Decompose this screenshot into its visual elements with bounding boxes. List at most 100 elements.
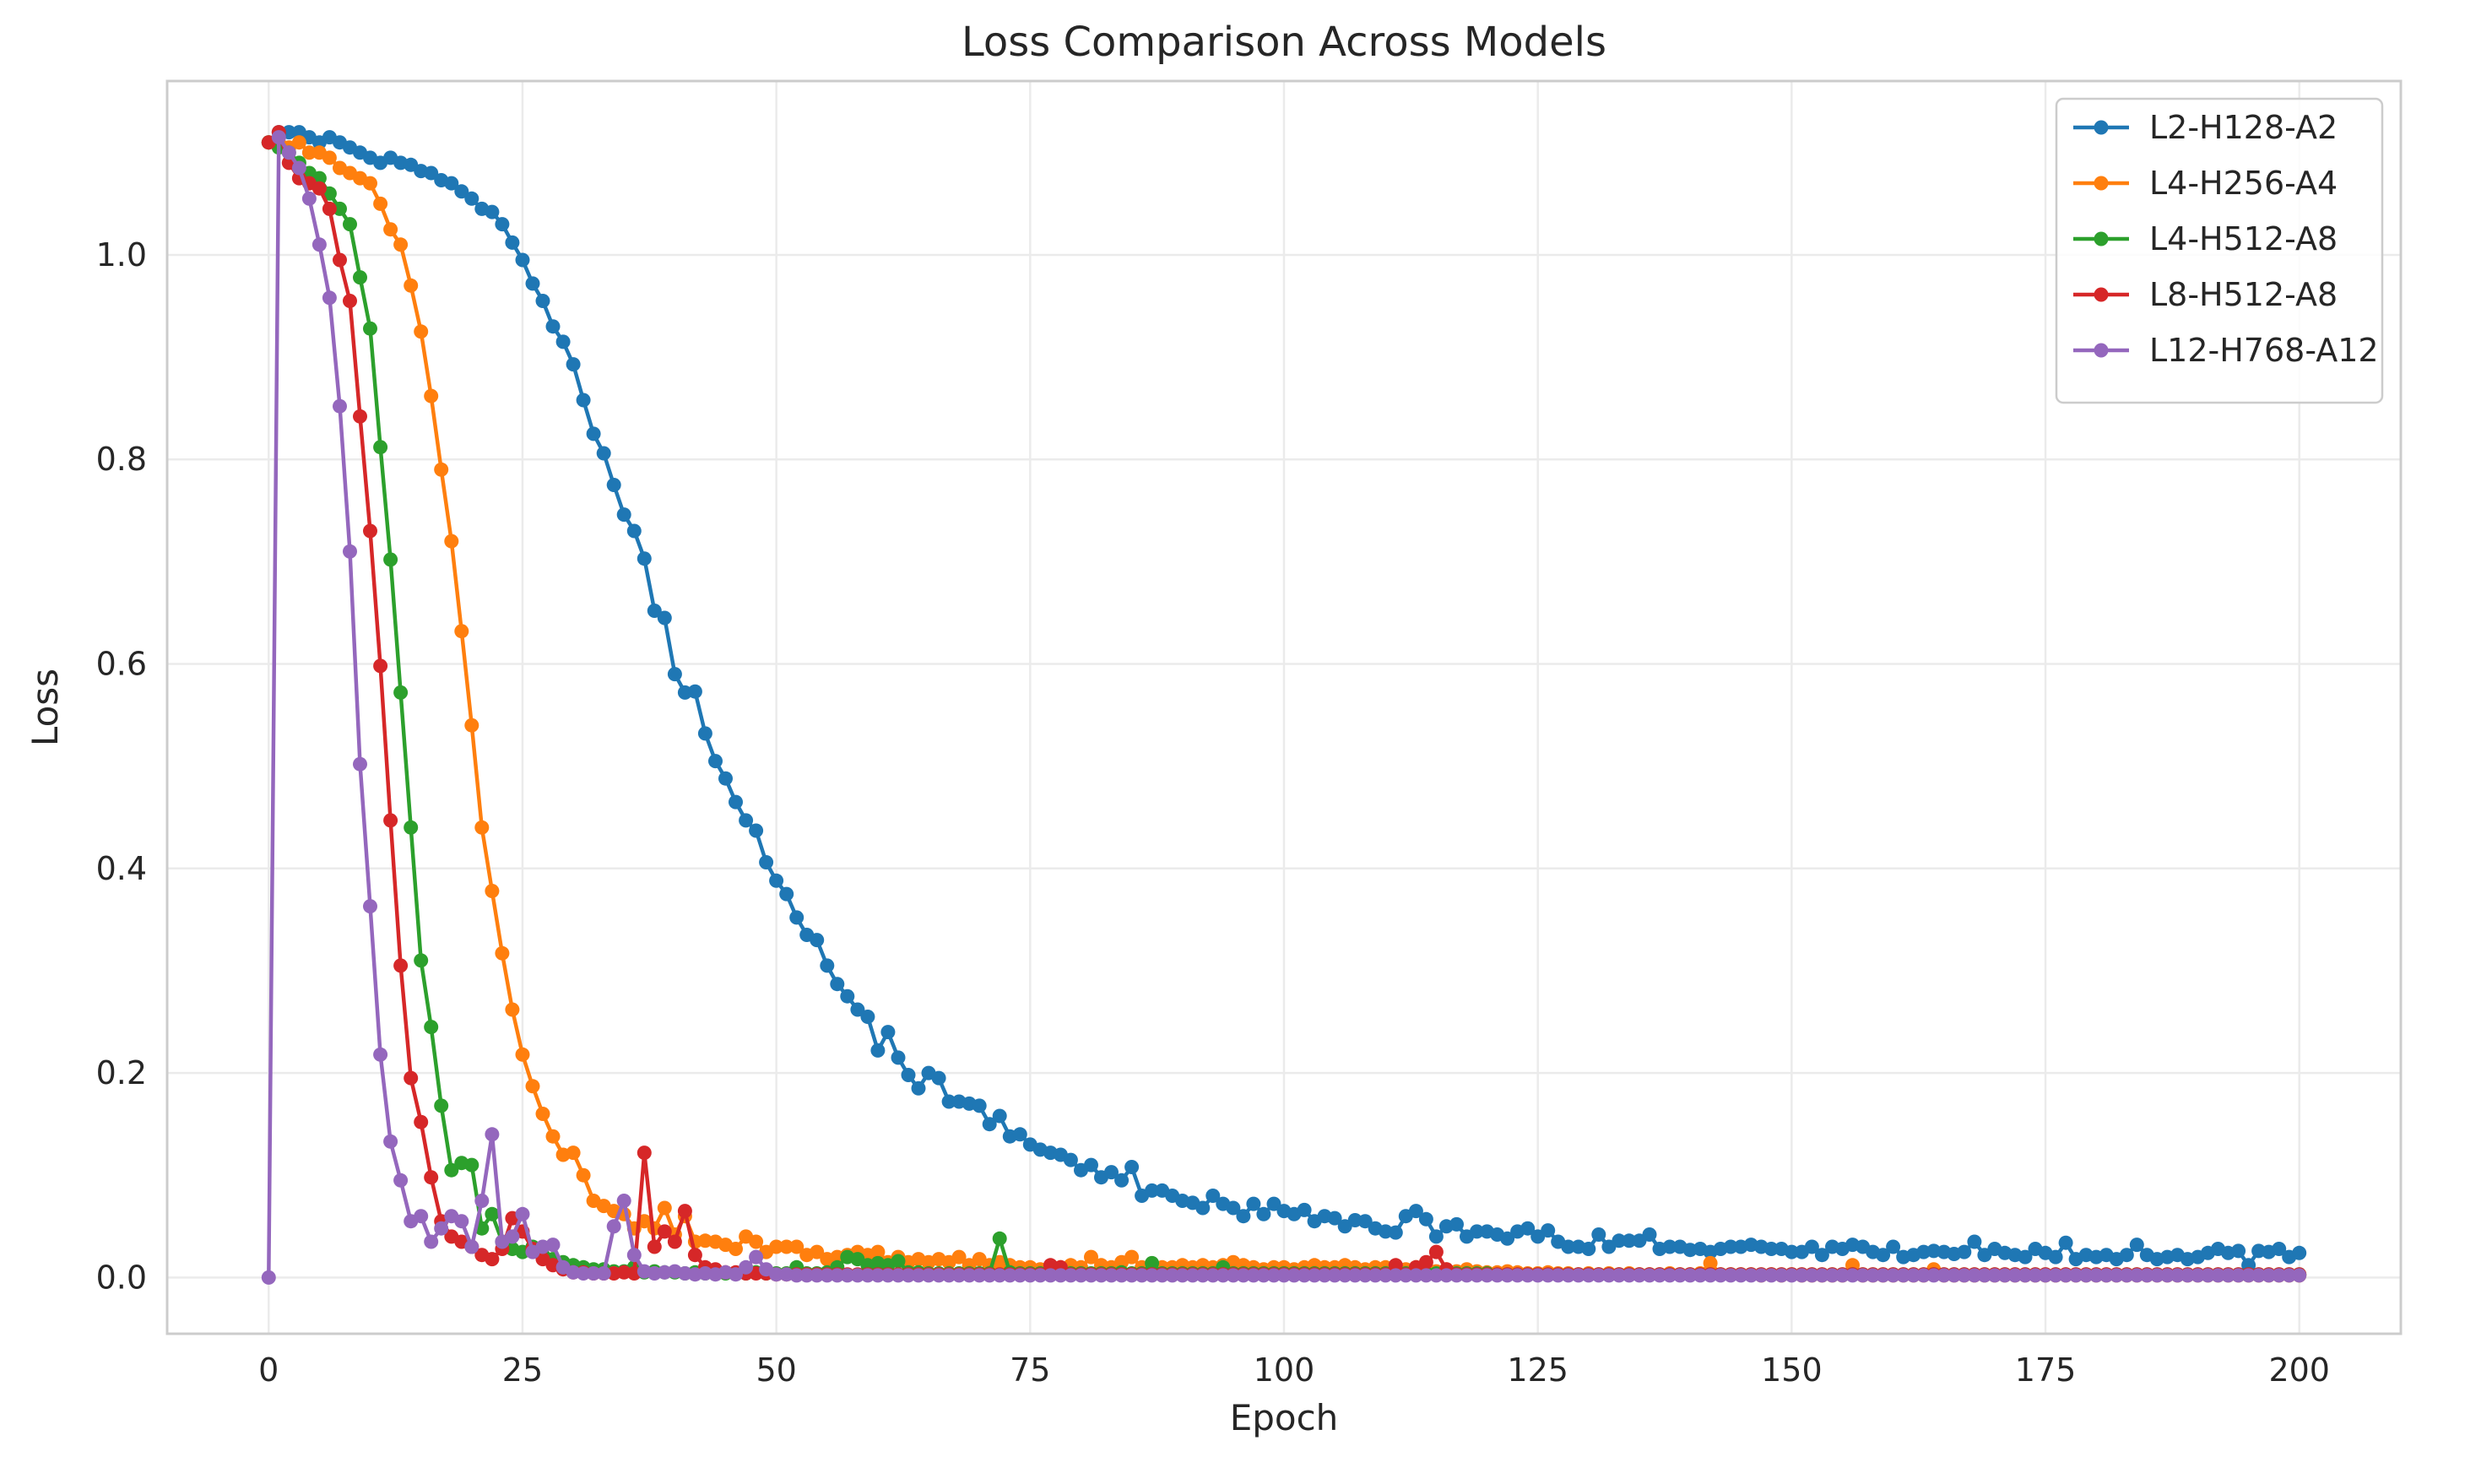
data-point: [972, 1098, 987, 1113]
data-point: [2272, 1268, 2287, 1283]
data-point: [474, 1194, 490, 1208]
data-point: [464, 718, 479, 733]
data-point: [769, 873, 784, 888]
data-point: [485, 204, 500, 219]
data-point: [2292, 1245, 2307, 1260]
data-point: [2129, 1268, 2144, 1283]
data-point: [982, 1268, 997, 1283]
data-point: [870, 1043, 886, 1058]
data-point: [982, 1117, 997, 1132]
data-point: [1236, 1268, 1251, 1283]
data-point: [434, 1221, 449, 1236]
data-point: [1601, 1268, 1617, 1283]
data-point: [464, 1157, 479, 1173]
data-point: [343, 544, 357, 559]
data-point: [505, 235, 520, 250]
data-point: [729, 1267, 743, 1282]
data-point: [301, 191, 317, 206]
data-point: [962, 1268, 977, 1283]
data-point: [576, 1167, 591, 1183]
data-point: [749, 1234, 764, 1249]
data-point: [870, 1244, 886, 1259]
data-point: [576, 1266, 591, 1281]
data-point: [271, 130, 286, 145]
legend-item: L8-H512-A8: [2073, 276, 2338, 313]
x-tick-label: 50: [756, 1351, 796, 1389]
data-point: [281, 145, 296, 160]
data-point: [1165, 1268, 1180, 1283]
data-point: [515, 1047, 530, 1062]
data-point: [840, 1268, 855, 1283]
data-point: [2109, 1268, 2124, 1283]
data-point: [1408, 1268, 1423, 1283]
data-point: [1287, 1268, 1302, 1283]
data-point: [1733, 1268, 1748, 1283]
data-point: [1012, 1127, 1027, 1142]
data-point: [810, 1268, 825, 1283]
data-point: [718, 771, 733, 786]
data-point: [687, 1248, 702, 1263]
x-tick-label: 150: [1761, 1351, 1823, 1389]
data-point: [495, 217, 510, 232]
data-point: [404, 278, 419, 293]
data-point: [474, 820, 490, 835]
data-point: [545, 1238, 561, 1253]
x-tick-label: 75: [1010, 1351, 1050, 1389]
data-point: [1317, 1268, 1332, 1283]
data-point: [1388, 1268, 1403, 1283]
data-point: [1551, 1268, 1566, 1283]
data-point: [2119, 1248, 2134, 1263]
x-axis-ticks: 0 25 50 75 100 125 150 175 200: [258, 1351, 2330, 1389]
data-point: [1967, 1268, 1982, 1283]
data-point: [434, 1098, 449, 1113]
data-point: [2048, 1249, 2063, 1265]
data-point: [1753, 1268, 1769, 1283]
data-point: [2068, 1268, 2083, 1283]
data-point: [992, 1231, 1007, 1246]
data-point: [840, 988, 855, 1004]
data-point: [393, 1173, 409, 1188]
data-point: [2170, 1268, 2185, 1283]
data-point: [1408, 1204, 1423, 1219]
data-point: [505, 1002, 520, 1017]
data-point: [545, 1129, 561, 1144]
data-point: [1510, 1268, 1525, 1283]
data-point: [1500, 1268, 1515, 1283]
x-tick-label: 200: [2268, 1351, 2330, 1389]
data-point: [2007, 1268, 2023, 1283]
data-point: [606, 1219, 621, 1234]
data-point: [1763, 1242, 1779, 1256]
data-point: [749, 823, 764, 838]
data-point: [1845, 1268, 1860, 1283]
data-point: [1804, 1268, 1819, 1283]
data-point: [667, 667, 682, 682]
data-point: [1428, 1229, 1444, 1244]
data-point: [749, 1249, 764, 1265]
data-point: [1591, 1227, 1606, 1242]
data-point: [1063, 1152, 1078, 1167]
data-point: [1886, 1268, 1901, 1283]
data-point: [1967, 1234, 1982, 1249]
data-point: [951, 1268, 967, 1283]
data-point: [1662, 1239, 1677, 1254]
data-point: [424, 1234, 439, 1249]
data-point: [1388, 1258, 1403, 1273]
data-point: [1246, 1268, 1261, 1283]
data-point: [1084, 1268, 1098, 1283]
data-point: [820, 958, 835, 973]
data-point: [1418, 1211, 1433, 1227]
data-point: [941, 1094, 956, 1109]
x-axis-label: Epoch: [1230, 1397, 1339, 1438]
data-point: [921, 1268, 936, 1283]
data-point: [850, 1002, 865, 1017]
data-point: [1520, 1268, 1536, 1283]
data-point: [1104, 1165, 1119, 1180]
data-point: [1114, 1268, 1130, 1283]
data-point: [1460, 1268, 1474, 1283]
data-point: [2221, 1268, 2235, 1283]
data-point: [454, 184, 469, 199]
data-point: [616, 1194, 631, 1208]
data-point: [1896, 1268, 1911, 1283]
data-point: [1997, 1268, 2013, 1283]
data-point: [1266, 1268, 1281, 1283]
